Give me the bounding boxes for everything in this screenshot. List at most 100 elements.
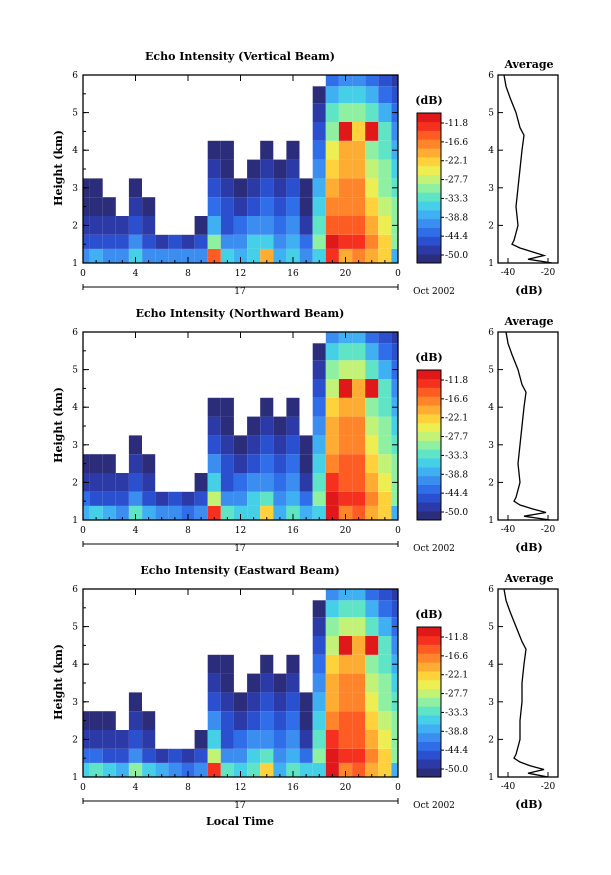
heatmap-cell — [273, 248, 287, 263]
heatmap-cell — [142, 491, 156, 506]
colorbar-segment — [417, 732, 441, 742]
heatmap-cell — [391, 234, 398, 249]
heatmap-cell — [325, 343, 339, 361]
heatmap-cell — [102, 197, 116, 216]
colorbar-segment — [417, 245, 441, 255]
heatmap-cell — [352, 103, 366, 122]
heatmap-cell — [286, 473, 300, 492]
heatmap-cell — [352, 122, 366, 141]
colorbar-segment — [417, 210, 441, 220]
heatmap-cell — [89, 491, 103, 506]
average-y-tick-label: 6 — [488, 585, 494, 595]
heatmap-cell — [286, 140, 300, 160]
heatmap-cell — [207, 654, 221, 674]
heatmap-cell — [338, 216, 352, 235]
heatmap-cell — [338, 379, 352, 398]
vertical-beam-panel: Echo Intensity (Vertical Beam) Average (… — [52, 50, 559, 297]
heatmap-cell — [312, 600, 326, 618]
heatmap-cell — [286, 248, 300, 263]
heatmap-cell — [352, 505, 366, 520]
heatmap-cell — [312, 762, 326, 777]
heatmap-cell — [299, 730, 313, 749]
heatmap-cell — [220, 673, 234, 693]
y-tick-label: 3 — [72, 184, 78, 194]
heatmap-cell — [352, 197, 366, 216]
colorbar-segment — [417, 679, 441, 689]
heatmap-cell — [378, 589, 392, 601]
heatmap-cell — [299, 692, 313, 712]
y-tick-label: 1 — [72, 259, 78, 269]
heatmap-cell — [325, 103, 339, 122]
heatmap-cell — [352, 636, 366, 655]
heatmap-cell — [181, 748, 195, 763]
colorbar-segment — [417, 741, 441, 751]
average-y-tick-label: 2 — [488, 735, 494, 745]
colorbar-tick-label: -33.3 — [445, 708, 468, 718]
heatmap-cell — [325, 491, 339, 506]
average-y-tick-label: 3 — [488, 184, 494, 194]
heatmap-cell — [286, 748, 300, 763]
heatmap-cell — [378, 435, 392, 455]
heatmap-cell — [260, 491, 274, 506]
colorbar-tick-label: -38.8 — [445, 727, 468, 737]
heatmap-cell — [352, 589, 366, 601]
heatmap-cell — [233, 216, 247, 235]
date-label: Oct 2002 — [413, 801, 455, 811]
heatmap-cell — [338, 416, 352, 436]
colorbar-tick-label: -44.4 — [445, 746, 468, 756]
heatmap-cell — [299, 178, 313, 198]
heatmap-cell — [247, 248, 261, 263]
heatmap-cell — [220, 197, 234, 216]
heatmap-cell — [220, 216, 234, 235]
y-tick-label: 2 — [72, 221, 78, 231]
heatmap-cell — [365, 673, 379, 693]
heatmap-cell — [247, 505, 261, 520]
heatmap-cell — [220, 248, 234, 263]
x-tick-label: 0 — [395, 783, 401, 793]
heatmap-cell — [273, 234, 287, 249]
average-xlabel: (dB) — [515, 541, 542, 554]
heatmap-cell — [142, 711, 156, 730]
heatmap-cell — [338, 600, 352, 618]
heatmap-cell — [142, 248, 156, 263]
average-title: Average — [503, 58, 553, 71]
colorbar-segment — [417, 662, 441, 672]
heatmap-cell — [273, 762, 287, 777]
heatmap-cell — [391, 636, 398, 655]
heatmap-cell — [207, 140, 221, 160]
average-x-tick-label: -20 — [541, 268, 556, 278]
average-title: Average — [503, 572, 553, 585]
heatmap-cell — [299, 435, 313, 455]
heatmap-cell — [312, 473, 326, 492]
heatmap-cell — [168, 491, 182, 506]
heatmap-cell — [273, 216, 287, 235]
heatmap-cell — [247, 216, 261, 235]
colorbar-segment — [417, 440, 441, 450]
average-frame — [497, 588, 559, 778]
heatmap-cell — [391, 748, 398, 763]
heatmap-cell — [365, 216, 379, 235]
heatmap-cell — [273, 505, 287, 520]
heatmap-cell — [299, 748, 313, 763]
heatmap-cell — [352, 711, 366, 730]
heatmap-cell — [89, 197, 103, 216]
average-x-tick-label: -20 — [541, 525, 556, 535]
colorbar-segment — [417, 370, 441, 380]
y-tick-label: 4 — [72, 403, 78, 413]
heatmap-cell — [325, 730, 339, 749]
colorbar-tick-label: -16.6 — [445, 652, 468, 662]
heatmap-cell — [338, 435, 352, 455]
heatmap-cell — [378, 343, 392, 361]
colorbar-tick-label: -11.8 — [445, 376, 468, 386]
heatmap-cell — [352, 343, 366, 361]
colorbar-segment — [417, 174, 441, 184]
heatmap-cell — [338, 159, 352, 179]
heatmap-cell — [365, 248, 379, 263]
heatmap-cell — [168, 748, 182, 763]
x-tick-label: 4 — [133, 269, 139, 279]
heatmap-cell — [365, 86, 379, 104]
heatmap-cell — [312, 505, 326, 520]
heatmap-cell — [155, 248, 169, 263]
heatmap-cell — [325, 197, 339, 216]
heatmap-cell — [312, 360, 326, 379]
